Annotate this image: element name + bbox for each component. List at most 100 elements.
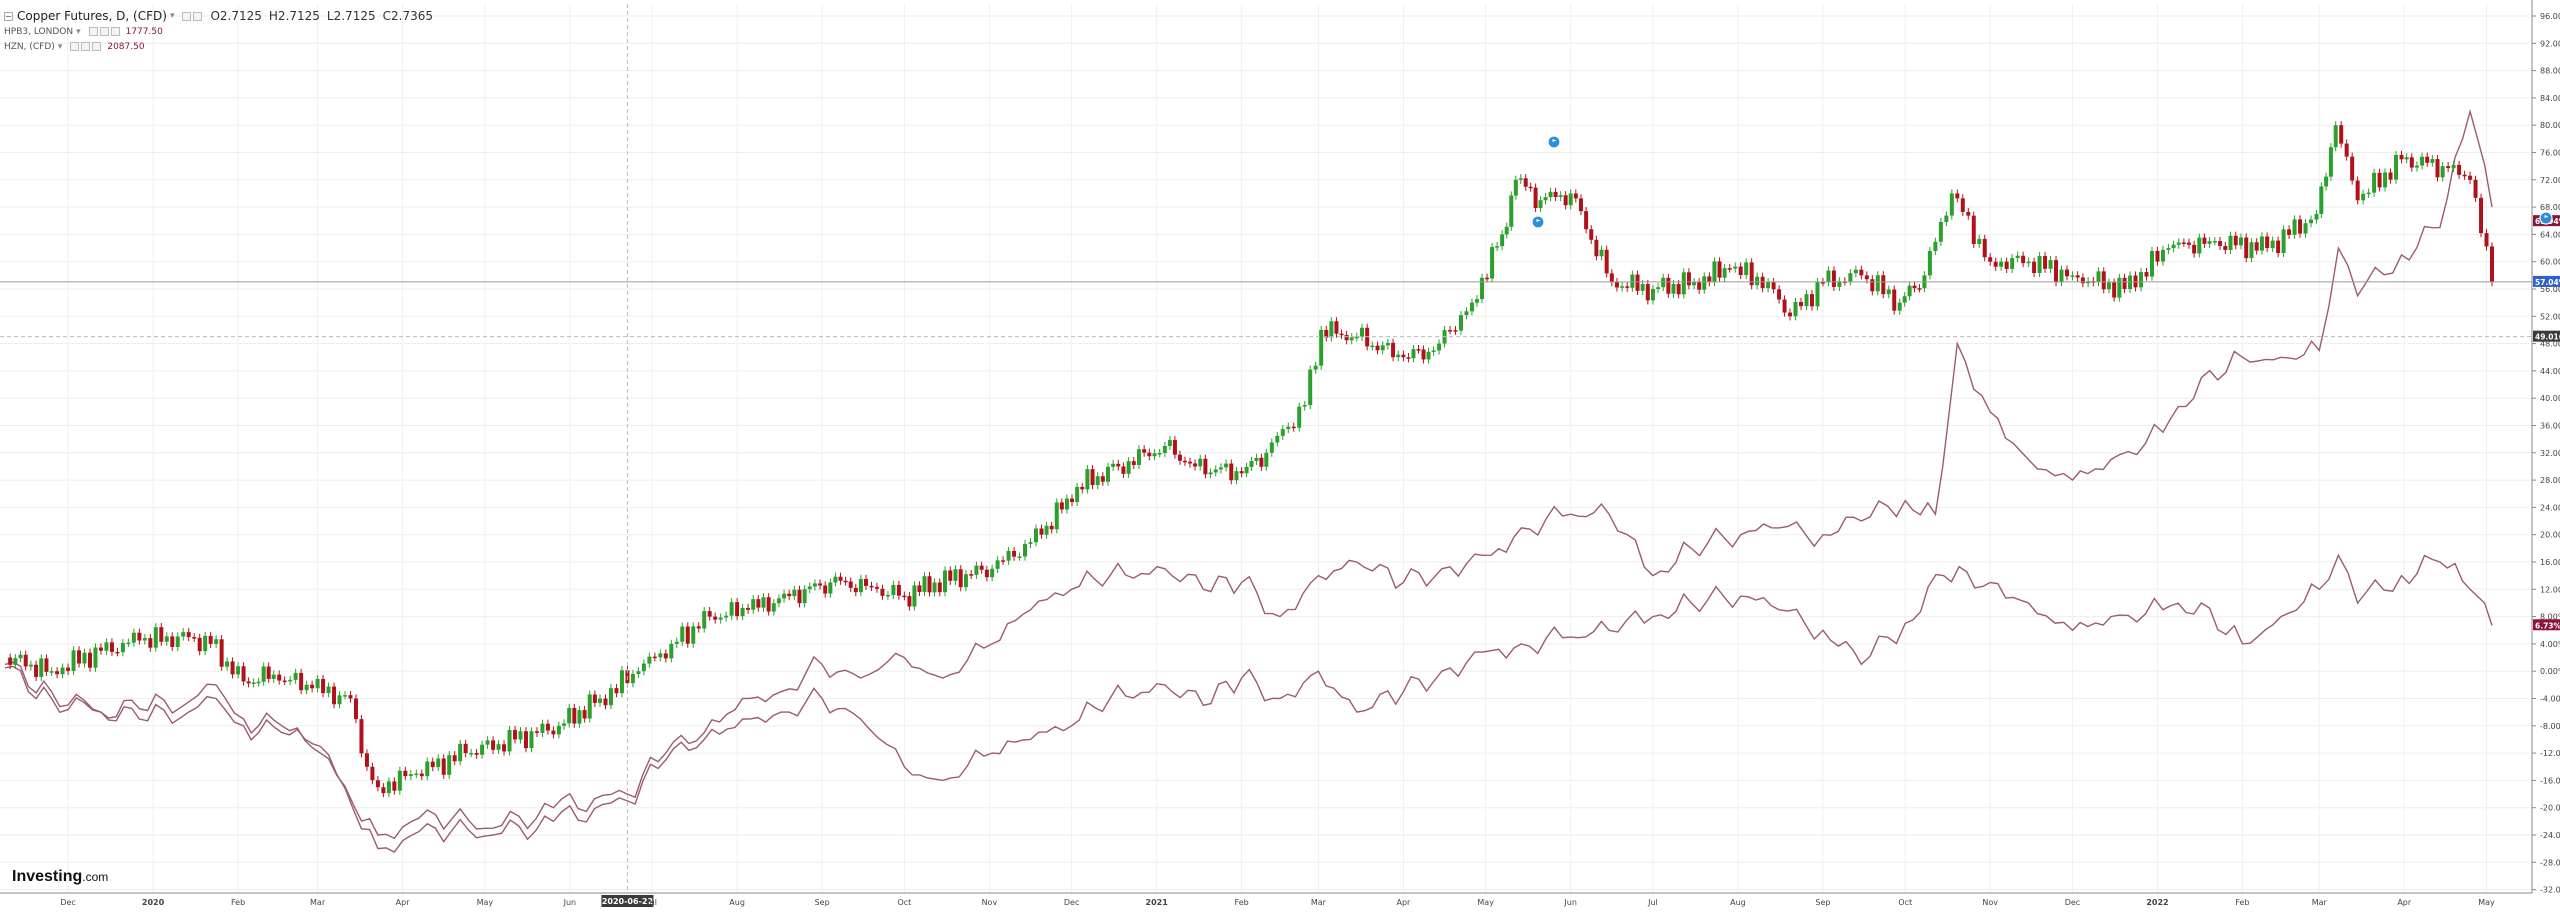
chevron-down-icon[interactable]: ▾ — [57, 41, 63, 52]
candle-body — [485, 740, 490, 745]
candle-body — [1848, 273, 1853, 282]
y-tick-label: 4.00% — [2540, 640, 2560, 649]
legend-low: L2.7125 — [326, 9, 376, 23]
close-icon[interactable] — [92, 42, 102, 51]
candle-body — [1172, 439, 1177, 455]
candle-body — [397, 770, 402, 791]
candle-body — [1033, 528, 1038, 543]
candle-body — [869, 585, 874, 588]
x-axis[interactable]: Dec 2020 Feb Mar Apr May Jun Jul Aug Sep Oct Nov Dec… — [0, 892, 2532, 907]
candle-body — [2218, 241, 2223, 246]
candle-body — [1391, 342, 1396, 358]
candle-body — [2238, 237, 2243, 246]
candle-body — [381, 787, 386, 794]
candle-body — [513, 730, 518, 740]
candle-body — [425, 761, 430, 777]
candle-body — [1177, 454, 1182, 461]
settings-icon[interactable] — [81, 42, 91, 51]
candle-body — [2468, 175, 2473, 180]
candle-body — [1766, 282, 1771, 289]
candle-body — [115, 651, 120, 654]
candle-body — [1744, 262, 1749, 276]
candle-body — [1126, 461, 1131, 474]
eye-icon[interactable] — [88, 27, 98, 36]
flag-marker-icon[interactable] — [1547, 135, 1561, 149]
candle-body — [1650, 289, 1655, 301]
legend-comparison-row-2[interactable]: HZN, (CFD) ▾ 2087.50 — [4, 39, 440, 54]
candle-body — [2372, 172, 2377, 193]
chevron-down-icon[interactable]: ▾ — [169, 11, 175, 21]
x-tick-label: Apr — [1397, 898, 1412, 907]
candle-body — [1229, 463, 1234, 481]
flag-marker-glyph — [2544, 215, 2549, 221]
candle-body — [1485, 277, 1490, 280]
settings-icon[interactable] — [193, 11, 203, 21]
candle-body — [1820, 282, 1825, 284]
candle-body — [1213, 469, 1218, 473]
flag-marker-icon[interactable] — [1531, 215, 1545, 229]
candle-body — [1661, 277, 1666, 288]
flag-marker-glyph — [1536, 219, 1541, 225]
candle-body — [1182, 460, 1187, 463]
candle-body — [2223, 245, 2228, 250]
legend-toggle-icon[interactable] — [4, 11, 13, 21]
candle-body — [761, 597, 766, 608]
candle-body — [1090, 469, 1095, 486]
candle-body — [1308, 369, 1313, 406]
candle-body — [2328, 147, 2333, 177]
candle-body — [452, 755, 457, 762]
candle-body — [1528, 186, 1533, 189]
investing-logo: Investing.com — [12, 868, 108, 886]
legend-main-row[interactable]: Copper Futures, D, (CFD) ▾ O2.7125 H2.712… — [4, 8, 440, 24]
close-icon[interactable] — [110, 27, 120, 36]
settings-icon[interactable] — [99, 27, 109, 36]
candle-body — [718, 617, 723, 620]
candle-body — [282, 680, 287, 683]
candle-body — [1480, 277, 1485, 300]
x-tick-label: Mar — [310, 898, 326, 907]
candle-body — [702, 611, 707, 629]
candle-body — [186, 632, 191, 638]
candle-body — [1080, 486, 1085, 490]
candle-body — [669, 643, 674, 659]
candle-body — [1782, 299, 1787, 313]
eye-icon[interactable] — [70, 42, 80, 51]
y-tick-label: 64.00% — [2540, 230, 2560, 239]
y-axis[interactable]: -32.00% -28.00% -24.00% -20.00% -16.00% -12.0… — [2531, 0, 2560, 895]
eye-icon[interactable] — [182, 11, 192, 21]
candle-body — [1142, 449, 1147, 453]
candle-body — [995, 560, 1000, 569]
candle-body — [1584, 211, 1589, 230]
candle-body — [1075, 486, 1080, 502]
candle-body — [756, 599, 761, 608]
candle-body — [77, 650, 82, 664]
candle-body — [577, 710, 582, 724]
legend-comp2-name: HZN, (CFD) — [4, 41, 55, 52]
candle-body — [197, 637, 202, 652]
candle-body — [853, 587, 858, 593]
candle-body — [2059, 269, 2064, 283]
candle-body — [1319, 329, 1324, 366]
candle-body — [746, 607, 751, 610]
candle-body — [8, 657, 13, 665]
candle-body — [2212, 241, 2217, 243]
candle-body — [375, 780, 380, 788]
candle-body — [1733, 266, 1738, 269]
candle-body — [496, 744, 501, 750]
candle-body — [647, 656, 652, 664]
y-tick-label: -8.00% — [2540, 722, 2560, 731]
candle-body — [2457, 164, 2462, 175]
candle-body — [652, 656, 657, 659]
candle-body — [1971, 215, 1976, 244]
comparison-line-1 — [4, 108, 2493, 840]
candle-body — [2324, 176, 2329, 187]
legend-comparison-row-1[interactable]: HPB3, LONDON ▾ 1777.50 — [4, 24, 440, 39]
candle-body — [1152, 453, 1157, 457]
x-tick-label: May — [2478, 898, 2495, 907]
flag-marker-circle — [1547, 135, 1561, 149]
flag-marker-icon[interactable] — [2539, 211, 2553, 225]
candle-body — [1464, 311, 1469, 316]
x-tick-label: Mar — [2312, 898, 2328, 907]
chevron-down-icon[interactable]: ▾ — [76, 26, 81, 37]
